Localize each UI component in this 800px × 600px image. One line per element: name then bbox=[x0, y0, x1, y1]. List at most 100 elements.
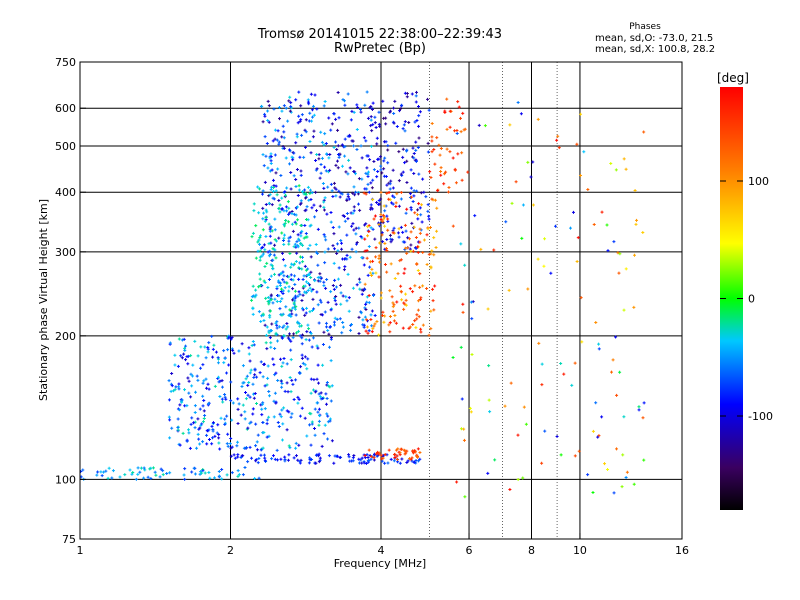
data-point bbox=[432, 236, 436, 240]
data-point bbox=[217, 474, 221, 478]
data-point bbox=[434, 245, 438, 249]
data-point bbox=[288, 338, 292, 342]
data-point bbox=[254, 293, 258, 297]
data-point bbox=[374, 246, 378, 250]
data-point bbox=[300, 342, 304, 346]
data-point bbox=[333, 299, 337, 303]
data-point bbox=[426, 150, 430, 154]
data-point bbox=[244, 445, 248, 449]
data-point bbox=[299, 365, 303, 369]
data-point bbox=[246, 460, 250, 464]
data-point bbox=[322, 205, 326, 209]
data-point bbox=[309, 255, 313, 259]
data-point bbox=[262, 243, 266, 247]
data-point bbox=[321, 182, 325, 186]
data-point bbox=[291, 336, 295, 340]
data-point bbox=[624, 267, 628, 271]
colorbar-label: [deg] bbox=[717, 71, 749, 85]
data-point bbox=[282, 146, 286, 150]
data-point bbox=[317, 321, 321, 325]
data-point bbox=[379, 168, 383, 172]
data-point bbox=[382, 167, 386, 171]
data-point bbox=[270, 457, 274, 461]
data-point bbox=[363, 103, 367, 107]
data-point bbox=[308, 188, 312, 192]
data-point bbox=[292, 301, 296, 305]
data-point bbox=[290, 222, 294, 226]
data-point bbox=[316, 263, 320, 267]
data-point bbox=[382, 204, 386, 208]
data-point bbox=[573, 454, 577, 458]
data-point bbox=[381, 99, 385, 103]
data-point bbox=[379, 164, 383, 168]
data-point bbox=[306, 247, 310, 251]
data-point bbox=[295, 240, 299, 244]
data-point bbox=[189, 354, 193, 358]
data-point bbox=[272, 363, 276, 367]
data-point bbox=[267, 331, 271, 335]
data-point bbox=[354, 232, 358, 236]
data-point bbox=[161, 473, 165, 477]
data-point bbox=[288, 211, 292, 215]
data-point bbox=[325, 152, 329, 156]
data-point bbox=[340, 331, 344, 335]
data-point bbox=[280, 196, 284, 200]
data-point bbox=[264, 341, 268, 345]
data-point bbox=[304, 232, 308, 236]
data-point bbox=[326, 300, 330, 304]
data-point bbox=[189, 372, 193, 376]
data-point bbox=[299, 173, 303, 177]
data-point bbox=[196, 432, 200, 436]
data-point bbox=[257, 456, 261, 460]
data-point bbox=[374, 452, 378, 456]
data-point bbox=[516, 478, 520, 482]
data-point bbox=[483, 124, 487, 128]
data-point bbox=[210, 334, 214, 338]
data-point bbox=[341, 325, 345, 329]
data-point bbox=[579, 296, 583, 300]
data-point bbox=[273, 243, 277, 247]
data-point bbox=[111, 469, 115, 473]
data-point bbox=[615, 393, 619, 397]
data-point bbox=[409, 186, 413, 190]
data-point bbox=[283, 233, 287, 237]
data-point bbox=[329, 359, 333, 363]
data-point bbox=[276, 167, 280, 171]
data-point bbox=[355, 128, 359, 132]
data-point bbox=[302, 236, 306, 240]
data-point bbox=[260, 407, 264, 411]
data-point bbox=[442, 182, 446, 186]
data-point bbox=[304, 217, 308, 221]
data-point bbox=[194, 390, 198, 394]
data-point bbox=[306, 100, 310, 104]
data-point bbox=[323, 423, 327, 427]
data-point bbox=[274, 256, 278, 260]
data-point bbox=[301, 361, 305, 365]
data-point bbox=[537, 341, 541, 345]
data-point bbox=[573, 361, 577, 365]
data-point bbox=[299, 241, 303, 245]
data-point bbox=[403, 91, 407, 95]
data-point bbox=[286, 325, 290, 329]
data-point bbox=[352, 205, 356, 209]
data-point bbox=[231, 401, 235, 405]
data-point bbox=[292, 456, 296, 460]
data-point bbox=[254, 288, 258, 292]
data-point bbox=[345, 253, 349, 257]
data-point bbox=[336, 277, 340, 281]
data-point bbox=[251, 284, 255, 288]
phases-heading: Phases bbox=[629, 22, 661, 32]
data-point bbox=[411, 322, 415, 326]
data-point bbox=[368, 265, 372, 269]
data-point bbox=[367, 190, 371, 194]
data-point bbox=[469, 300, 473, 304]
data-point bbox=[447, 185, 451, 189]
data-point bbox=[329, 220, 333, 224]
data-point bbox=[312, 378, 316, 382]
data-point bbox=[409, 230, 413, 234]
data-point bbox=[177, 337, 181, 341]
data-point bbox=[330, 384, 334, 388]
data-point bbox=[343, 99, 347, 103]
data-point bbox=[301, 190, 305, 194]
data-point bbox=[218, 447, 222, 451]
